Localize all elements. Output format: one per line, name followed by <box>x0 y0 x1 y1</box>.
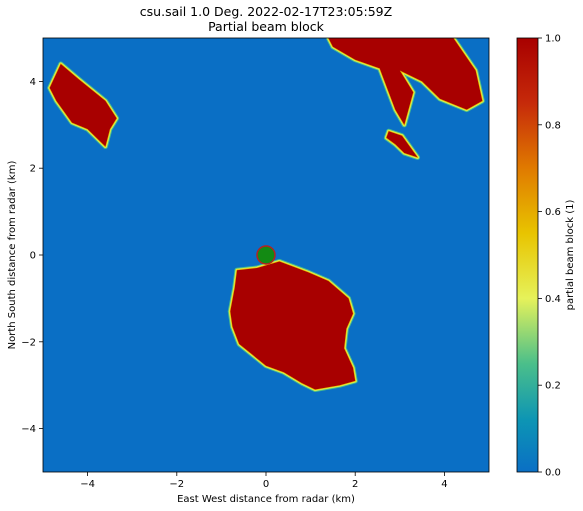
y-axis-ticks: −4 −2 0 2 4 <box>21 77 43 435</box>
y-tick-label: 2 <box>30 164 36 175</box>
x-tick-label: 0 <box>263 479 269 490</box>
x-axis-label: East West distance from radar (km) <box>177 494 355 505</box>
colorbar <box>516 37 539 473</box>
colorbar-ticks: 0.0 0.2 0.4 0.6 0.8 1.0 <box>538 34 561 479</box>
chart-subtitle: Partial beam block <box>208 19 325 34</box>
northeast-ridge-region <box>328 38 483 125</box>
y-tick-label: −4 <box>21 424 36 435</box>
colorbar-tick-label: 0.8 <box>545 120 561 131</box>
colorbar-tick-label: 1.0 <box>545 34 561 45</box>
chart-title: csu.sail 1.0 Deg. 2022-02-17T23:05:59Z <box>140 4 392 19</box>
colorbar-tick-label: 0.6 <box>545 207 561 218</box>
colorbar-tick-label: 0.2 <box>545 381 561 392</box>
x-tick-label: 4 <box>441 479 447 490</box>
blocked-regions <box>47 38 485 392</box>
y-tick-label: 0 <box>30 251 36 262</box>
x-tick-label: −4 <box>80 479 95 490</box>
y-axis-label: North South distance from radar (km) <box>7 161 18 350</box>
south-island-region <box>230 261 356 390</box>
northeast-finger-region <box>386 131 418 158</box>
colorbar-tick-label: 0.4 <box>545 294 561 305</box>
x-tick-label: 2 <box>352 479 358 490</box>
y-tick-label: 4 <box>30 77 36 88</box>
west-island-region <box>49 64 117 147</box>
x-tick-label: −2 <box>169 479 184 490</box>
colorbar-tick-label: 0.0 <box>545 468 561 479</box>
colorbar-label: partial beam block (1) <box>565 200 576 311</box>
y-tick-label: −2 <box>21 337 36 348</box>
x-axis-ticks: −4 −2 0 2 4 <box>80 472 448 490</box>
radar-location-marker <box>256 245 276 265</box>
